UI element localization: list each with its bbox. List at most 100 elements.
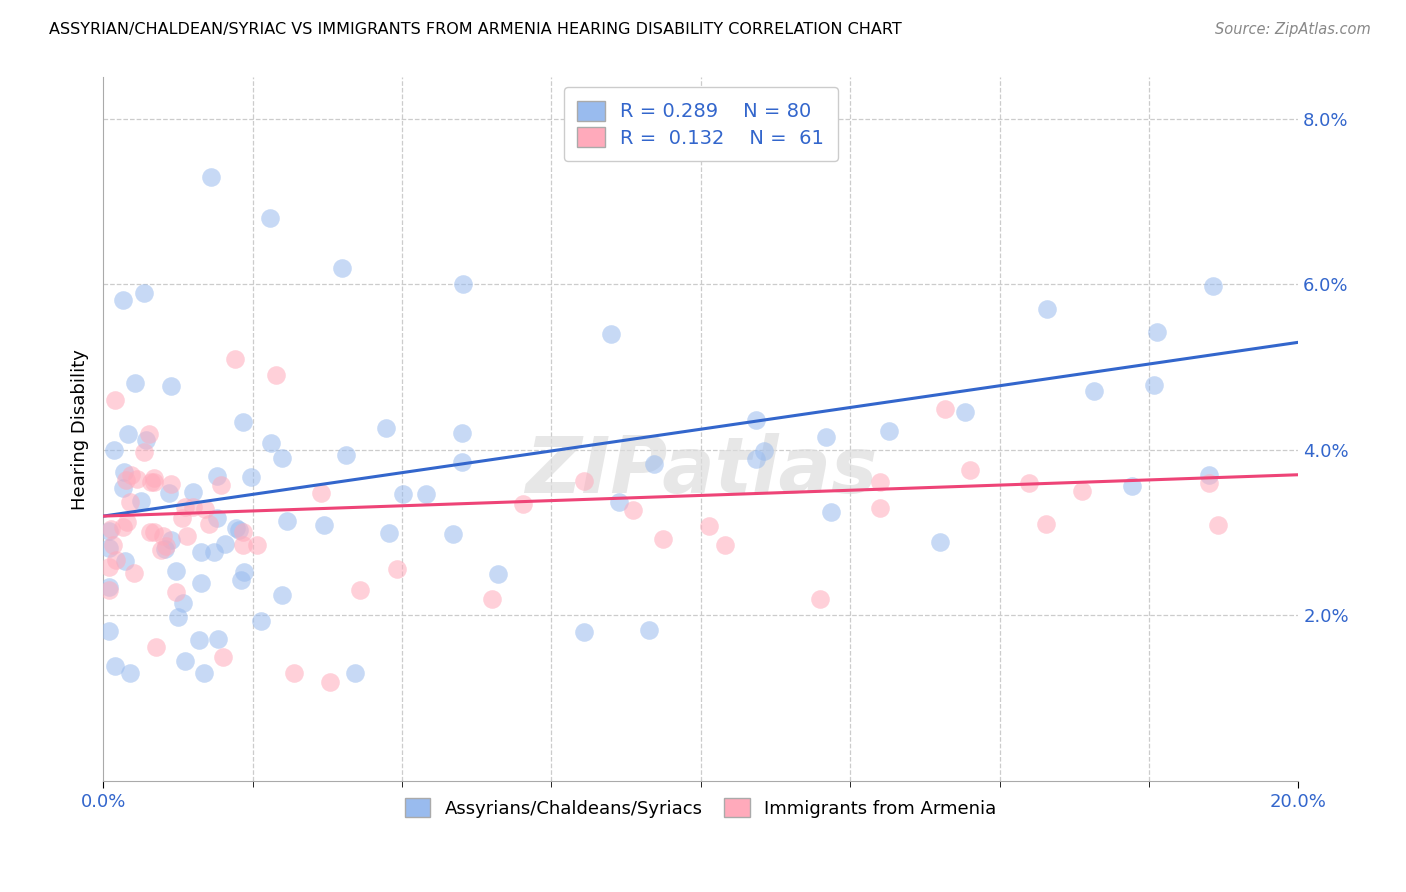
Point [194,502,217,516]
Point [193,666,215,681]
Point [160,476,183,491]
Point [1018,476,1040,491]
Point [638,623,661,637]
Point [385,562,408,576]
Point [934,402,956,417]
Point [232,525,254,540]
Point [224,351,246,366]
Point [572,474,595,488]
Point [1121,479,1143,493]
Point [1035,516,1057,531]
Point [249,614,271,628]
Point [181,500,204,514]
Point [214,537,236,551]
Point [1202,279,1225,293]
Point [621,502,644,516]
Point [869,500,891,515]
Point [124,376,146,390]
Point [124,566,146,580]
Point [125,472,148,486]
Point [335,448,357,462]
Point [98,524,121,539]
Point [155,542,177,557]
Point [114,554,136,568]
Point [120,468,142,483]
Point [1198,467,1220,482]
Point [512,497,534,511]
Point [314,517,336,532]
Point [165,585,187,599]
Point [174,500,197,514]
Point [1036,302,1059,317]
Point [120,495,142,509]
Point [138,525,160,540]
Point [869,475,891,489]
Point [118,666,141,681]
Point [451,455,474,469]
Point [98,624,121,639]
Point [259,211,281,226]
Point [343,666,366,681]
Legend: Assyrians/Chaldeans/Syriacs, Immigrants from Armenia: Assyrians/Chaldeans/Syriacs, Immigrants … [398,791,1004,825]
Point [232,415,254,429]
Point [928,535,950,549]
Point [232,538,254,552]
Point [231,573,253,587]
Point [142,471,165,485]
Y-axis label: Hearing Disability: Hearing Disability [72,349,89,509]
Point [652,532,675,546]
Point [134,444,156,458]
Point [270,588,292,602]
Point [115,515,138,529]
Point [330,260,353,275]
Point [202,545,225,559]
Point [145,640,167,655]
Point [266,368,288,383]
Point [1083,384,1105,398]
Point [225,521,247,535]
Point [228,523,250,537]
Point [176,529,198,543]
Point [207,632,229,646]
Point [820,505,842,519]
Point [98,582,121,597]
Point [138,426,160,441]
Point [607,495,630,509]
Point [160,533,183,547]
Point [172,511,194,525]
Point [211,649,233,664]
Point [1071,483,1094,498]
Point [1206,517,1229,532]
Point [276,514,298,528]
Point [117,426,139,441]
Point [319,674,342,689]
Point [143,475,166,490]
Point [190,575,212,590]
Point [1198,476,1220,491]
Point [209,478,232,492]
Point [375,420,398,434]
Point [111,520,134,534]
Point [132,285,155,300]
Point [270,450,292,465]
Point [134,433,156,447]
Point [377,526,399,541]
Point [104,393,127,408]
Point [160,379,183,393]
Point [441,527,464,541]
Point [115,473,138,487]
Point [149,543,172,558]
Point [643,457,665,471]
Point [111,293,134,308]
Point [98,560,121,574]
Point [754,444,776,458]
Point [165,564,187,578]
Point [173,595,195,609]
Point [155,539,177,553]
Point [187,633,209,648]
Point [152,528,174,542]
Point [349,582,371,597]
Point [200,169,222,184]
Point [481,591,503,606]
Point [699,519,721,533]
